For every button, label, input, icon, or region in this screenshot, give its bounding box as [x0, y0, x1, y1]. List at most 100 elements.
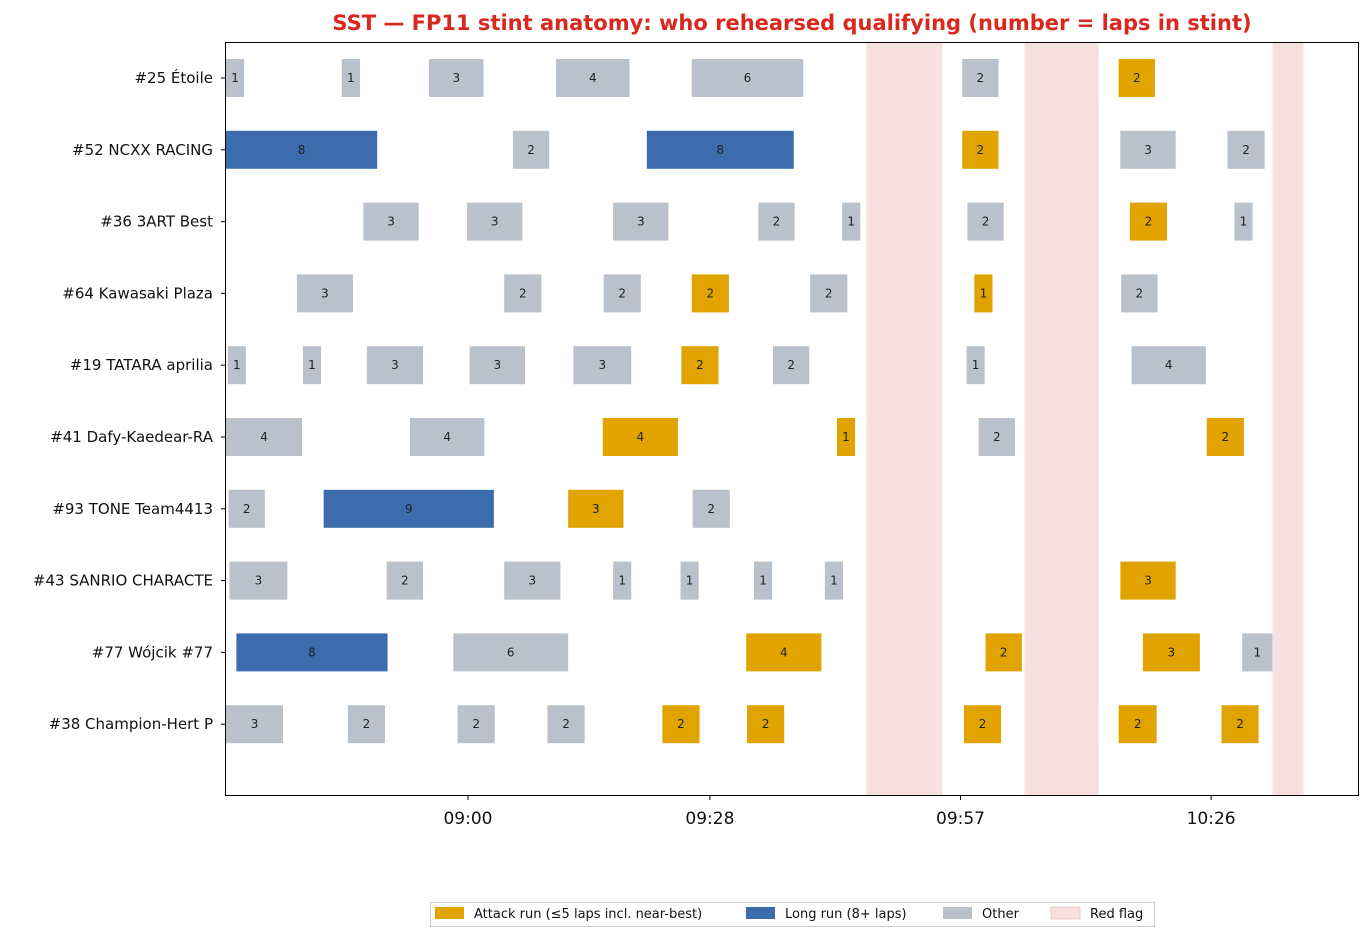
- stint-laps-label: 3: [391, 358, 399, 372]
- stint-laps-label: 2: [762, 717, 770, 731]
- stint-laps-label: 4: [443, 430, 451, 444]
- stint-bar-other: [504, 274, 542, 313]
- stint-bar-other: [347, 705, 385, 744]
- stint-bar-other: [1242, 633, 1273, 672]
- stint-laps-label: 8: [716, 143, 724, 157]
- legend-label-long: Long run (8+ laps): [785, 907, 907, 922]
- stint-bar-other: [453, 633, 569, 672]
- y-tick-label: #43 SANRIO CHARACTE: [33, 572, 213, 590]
- legend-label-other: Other: [982, 907, 1020, 922]
- stint-laps-label: 2: [401, 574, 409, 588]
- x-tick-label: 09:28: [685, 809, 734, 829]
- stint-bar-attack: [746, 633, 822, 672]
- stint-bar-other: [226, 705, 284, 744]
- x-axis-ticks: 09:00 09:28 09:57 10:26: [443, 795, 1236, 829]
- stint-bar-other: [772, 346, 810, 385]
- red-flag-band: [866, 43, 943, 795]
- stint-laps-label: 2: [1136, 286, 1144, 300]
- stint-bar-other: [366, 346, 424, 385]
- stint-bar-attack: [1206, 418, 1244, 456]
- stint-bar-other: [1131, 346, 1206, 385]
- stint-bar-other: [228, 489, 265, 528]
- stint-laps-label: 3: [255, 574, 263, 588]
- stint-laps-label: 1: [618, 574, 626, 588]
- stint-laps-label: 2: [243, 502, 251, 516]
- stint-bar-other: [691, 59, 804, 97]
- stint-laps-label: 3: [1144, 143, 1152, 157]
- stint-laps-label: 2: [1000, 645, 1008, 659]
- stint-bar-attack: [1142, 633, 1200, 672]
- stint-laps-label: 1: [231, 71, 239, 85]
- stint-bar-other: [226, 418, 303, 456]
- stint-bar-attack: [568, 489, 624, 528]
- stint-bar-other: [978, 418, 1015, 456]
- y-tick-label: #19 TATARA aprilia: [70, 356, 213, 374]
- red-flag-bands: [866, 43, 1304, 795]
- stint-bar-other: [613, 561, 632, 600]
- stint-laps-label: 2: [527, 143, 535, 157]
- stint-bar-other: [457, 705, 495, 744]
- stint-bar-other: [753, 561, 773, 600]
- stint-bar-attack: [836, 418, 856, 456]
- stint-laps-label: 1: [1254, 645, 1262, 659]
- stint-bar-other: [842, 202, 861, 241]
- stint-laps-label: 2: [1236, 717, 1244, 731]
- stint-laps-label: 2: [696, 358, 704, 372]
- stint-bar-long: [323, 489, 494, 528]
- stint-bar-other: [302, 346, 322, 385]
- stint-laps-label: 3: [599, 358, 607, 372]
- plot-frame: [225, 42, 1359, 796]
- x-tick-label: 09:57: [936, 809, 985, 829]
- red-flag-band: [1024, 43, 1099, 795]
- stint-bar-other: [758, 202, 795, 241]
- stint-bar-attack: [1129, 202, 1168, 241]
- stint-bar-long: [646, 130, 794, 169]
- stint-laps-label: 2: [618, 286, 626, 300]
- stint-laps-label: 2: [707, 286, 715, 300]
- y-tick-label: #77 Wójcik #77: [92, 643, 213, 661]
- stint-bar-attack: [1118, 59, 1155, 97]
- y-axis-ticks: #25 Étoile #52 NCXX RACING #36 3ART Best #6…: [33, 68, 226, 733]
- stint-bar-attack: [963, 705, 1002, 744]
- stint-laps-label: 3: [452, 71, 460, 85]
- stint-bar-other: [504, 561, 561, 600]
- stint-bar-other: [229, 561, 288, 600]
- stint-bar-other: [613, 202, 669, 241]
- y-tick-label: #41 Dafy-Kaedear-RA: [50, 428, 214, 446]
- stint-laps-label: 2: [472, 717, 480, 731]
- stint-bar-other: [680, 561, 699, 600]
- stint-laps-label: 3: [637, 215, 645, 229]
- stint-laps-label: 4: [1165, 358, 1173, 372]
- legend-swatch-attack: [435, 907, 464, 919]
- stint-bar-other: [966, 346, 985, 385]
- stint-laps-label: 2: [977, 143, 985, 157]
- stint-laps-label: 8: [298, 143, 306, 157]
- stint-bar-other: [692, 489, 730, 528]
- stint-laps-label: 1: [686, 574, 694, 588]
- legend-swatch-long: [746, 907, 775, 919]
- stint-laps-label: 1: [830, 574, 838, 588]
- stint-laps-label: 2: [1222, 430, 1230, 444]
- red-flag-band: [1272, 43, 1304, 795]
- stint-bar-other: [226, 59, 245, 97]
- stint-bar-attack: [962, 130, 999, 169]
- stint-bar-attack: [974, 274, 993, 313]
- stint-bar-other: [573, 346, 632, 385]
- stint-laps-label: 3: [1144, 574, 1152, 588]
- stint-bar-other: [1227, 130, 1265, 169]
- stint-laps-label: 3: [1168, 645, 1176, 659]
- stint-bar-attack: [1118, 705, 1157, 744]
- stint-laps-label: 2: [519, 286, 527, 300]
- stint-laps-label: 3: [494, 358, 502, 372]
- stint-laps-label: 2: [1145, 215, 1153, 229]
- y-tick-label: #38 Champion-Hert P: [49, 715, 213, 733]
- stint-laps-label: 3: [321, 286, 329, 300]
- stint-laps-label: 1: [1240, 215, 1248, 229]
- y-tick-label: #93 TONE Team4413: [52, 500, 213, 518]
- stint-laps-label: 2: [1133, 71, 1141, 85]
- stint-bar-other: [429, 59, 484, 97]
- stint-bar-attack: [985, 633, 1022, 672]
- stint-laps-label: 1: [347, 71, 355, 85]
- stint-bar-long: [226, 130, 378, 169]
